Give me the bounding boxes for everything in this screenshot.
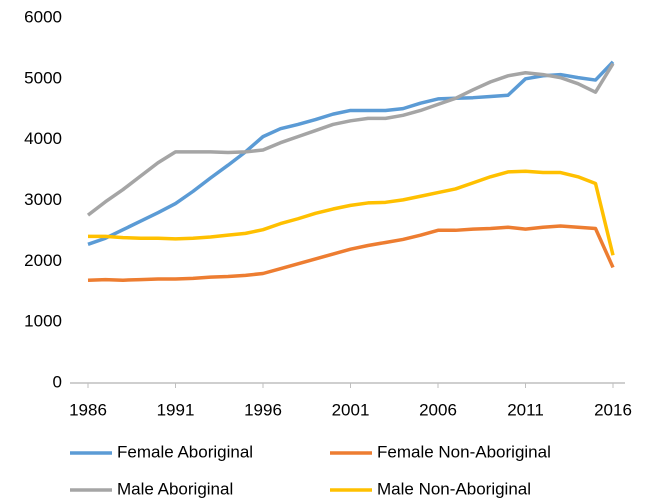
- series-line: [86, 62, 615, 217]
- y-tick-label: 3000: [24, 190, 62, 209]
- series-line: [87, 224, 615, 282]
- legend-label: Male Non-Aboriginal: [377, 479, 531, 498]
- y-tick-label: 1000: [24, 312, 62, 331]
- y-tick-label: 2000: [24, 251, 62, 270]
- x-tick-label: 2001: [332, 400, 370, 419]
- legend-label: Female Non-Aboriginal: [377, 442, 551, 461]
- x-tick-label: 2011: [507, 400, 544, 419]
- y-tick-label: 4000: [24, 129, 62, 148]
- x-tick-label: 1991: [157, 400, 195, 419]
- legend-label: Male Aboriginal: [117, 479, 233, 498]
- y-tick-label: 0: [53, 372, 62, 391]
- x-tick-label: 1996: [244, 400, 282, 419]
- y-tick-label: 6000: [24, 7, 62, 26]
- y-tick-label: 5000: [24, 68, 62, 87]
- series-line: [87, 60, 615, 246]
- x-tick-label: 1986: [69, 400, 107, 419]
- x-tick-label: 2006: [419, 400, 457, 419]
- x-tick-label: 2016: [594, 400, 632, 419]
- series-line: [88, 169, 615, 256]
- legend-label: Female Aboriginal: [117, 442, 253, 461]
